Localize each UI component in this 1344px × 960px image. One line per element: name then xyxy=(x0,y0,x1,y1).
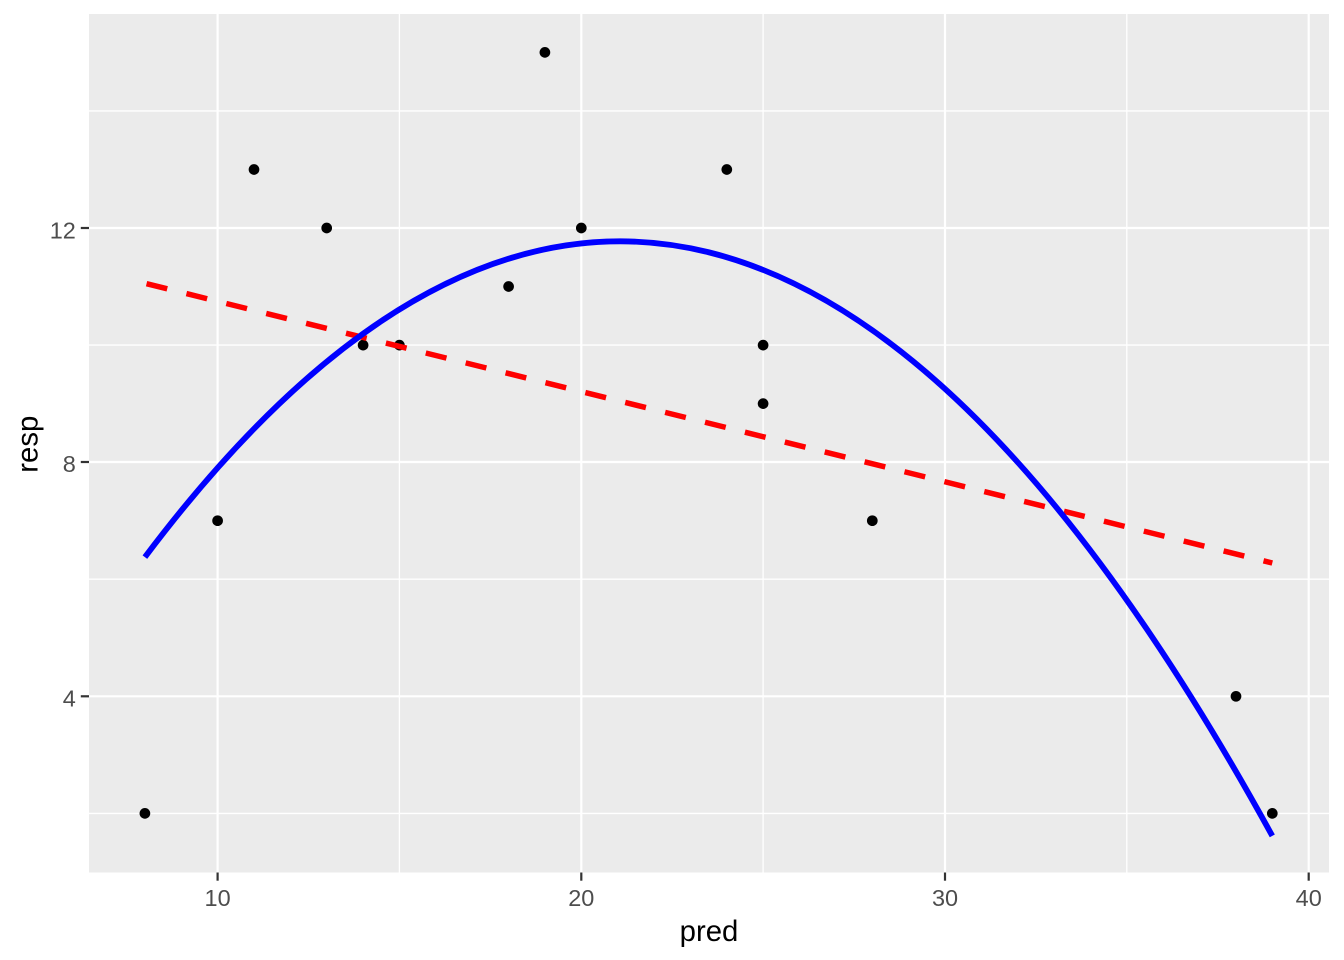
svg-text:pred: pred xyxy=(680,915,739,948)
svg-text:10: 10 xyxy=(205,885,231,911)
svg-text:30: 30 xyxy=(932,885,958,911)
svg-text:resp: resp xyxy=(11,416,44,473)
svg-text:20: 20 xyxy=(568,885,594,911)
svg-text:4: 4 xyxy=(63,686,76,712)
svg-text:8: 8 xyxy=(63,451,76,477)
svg-text:12: 12 xyxy=(50,217,76,243)
svg-text:40: 40 xyxy=(1296,885,1322,911)
